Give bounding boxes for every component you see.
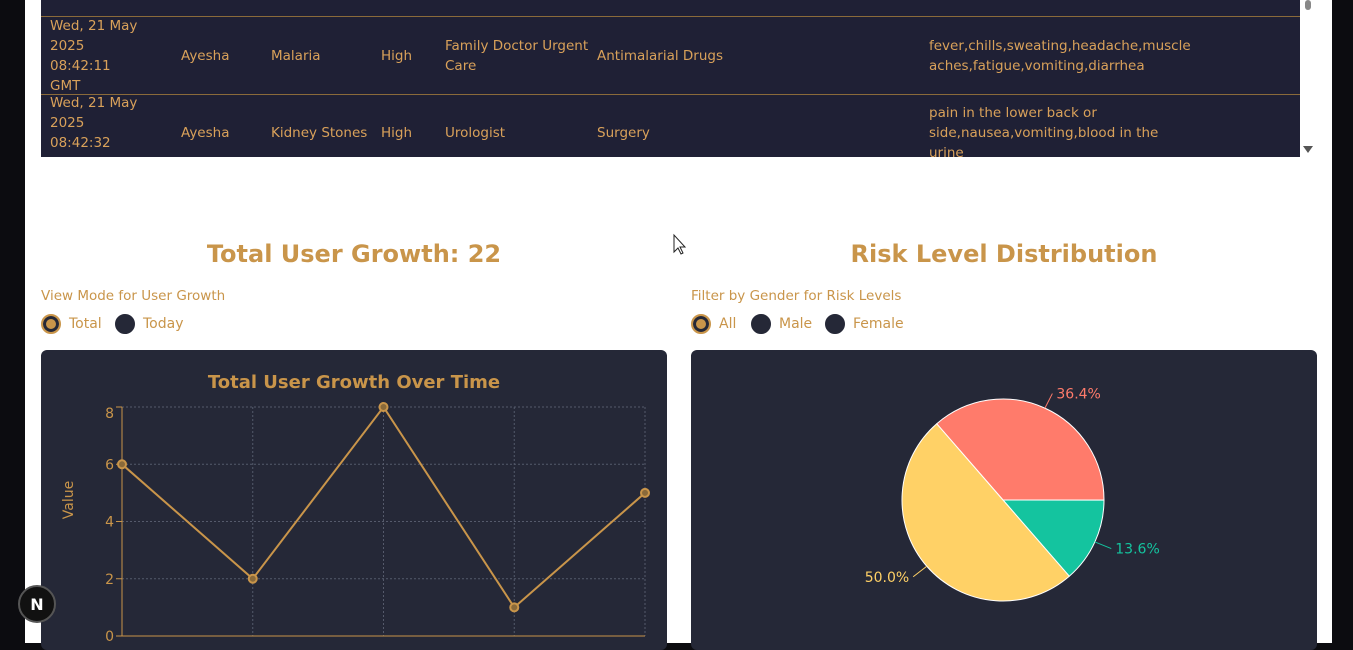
radio-button[interactable] [825,314,845,334]
table-cell: Surgery [597,124,650,141]
radio-label: All [719,316,737,332]
badge[interactable] [18,585,56,623]
table-cell: High [381,47,413,64]
table-cell: pain in the lower back or side,nausea,vo… [929,104,1159,158]
pie-slice [901,423,1070,602]
table: GMTWed, 21 May 2025 08:42:11 GMT Ayesha Ma… [41,0,1300,157]
table-cell: Ayesha [181,124,230,141]
radio-button[interactable] [751,314,771,334]
leader-line [912,565,928,578]
table-cell: Urologist [445,124,506,141]
growth-heading: Total User Growth: 22 [206,240,502,268]
radio-option[interactable]: Total [41,314,102,334]
y-tick-label: 6 [105,457,114,473]
table-cell: Wed, 21 May 2025 08:42:32 GMT [50,94,138,158]
table-row: Wed, 21 May 2025 08:42:11 GMT Ayesha Malar… [41,17,1300,95]
radio-label: Total [69,316,102,332]
data-label: 36.4% [1056,387,1100,403]
radio-label: Today [143,316,184,332]
table-cell: Antimalarial Drugs [597,47,724,64]
point [640,487,650,498]
radio-button[interactable] [41,314,61,334]
table-cell: Malaria [271,47,321,64]
data-label: 13.6% [1115,542,1159,558]
cursor [673,233,687,255]
radio-button[interactable] [691,314,711,334]
chart-title: Total User Growth Over Time [208,372,500,393]
y-tick-label: 0 [105,629,114,643]
table-cell: fever,chills,sweating,headache,muscle ac… [929,37,1191,74]
radio-option[interactable]: Female [825,314,904,334]
radio-label: Male [779,316,813,332]
table-cell: Ayesha [181,47,230,64]
pie-slice [1001,499,1105,577]
table-cell: Wed, 21 May 2025 08:42:11 GMT [50,17,138,94]
point [117,459,127,470]
y-tick-label: 8 [105,406,114,422]
table-row: Wed, 21 May 2025 08:42:32 GMT Ayesha Kidne… [41,94,1300,158]
data-label: 50.0% [865,570,909,586]
table-cell: Kidney Stones [271,124,368,141]
radio-option[interactable]: Male [751,314,812,334]
table-cell: Family Doctor Urgent Care [445,37,589,74]
y-axis-label: Value [61,481,77,519]
risk-control-label: Filter by Gender for Risk Levels [691,288,902,304]
table-cell: High [381,124,413,141]
badge-text: N [30,595,43,614]
growth-control-label: View Mode for User Growth [41,288,226,304]
scrollbar[interactable] [1300,0,1316,157]
radio-option[interactable]: All [691,314,736,334]
leader-line [1094,541,1112,550]
point [509,602,520,613]
line-chart-card [41,350,667,650]
table-row: GMT [41,0,1300,17]
radio-button[interactable] [115,314,135,334]
point [247,573,258,584]
risk-heading: Risk Level Distribution [850,240,1158,268]
radio-option[interactable]: Today [115,314,184,334]
leader-line [1044,393,1053,409]
radio-label: Female [853,316,904,332]
point [378,402,389,412]
y-tick-label: 4 [105,515,114,531]
y-tick-label: 2 [105,572,114,588]
